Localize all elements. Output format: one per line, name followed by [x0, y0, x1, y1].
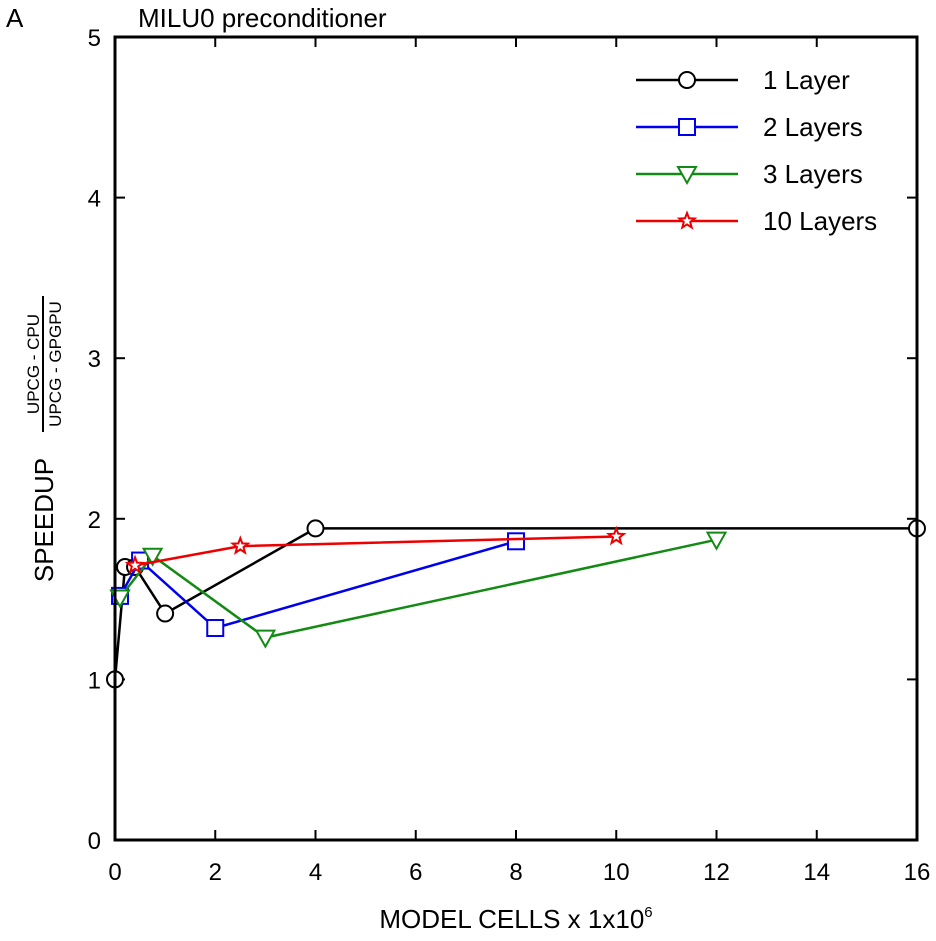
x-tick-label: 2	[209, 859, 222, 886]
x-axis-title-exponent: 6	[644, 904, 652, 921]
chart-title: MILU0 preconditioner	[138, 3, 387, 33]
x-tick-label: 12	[703, 859, 730, 886]
star-marker	[124, 554, 146, 575]
legend-label: 3 Layers	[763, 159, 863, 189]
x-tick-label: 6	[409, 859, 422, 886]
y-axis-title-denominator: UPCG - GPGPU	[46, 301, 65, 427]
legend-item: 2 Layers	[636, 112, 863, 142]
circle-marker	[306, 519, 325, 538]
x-axis-title-main: MODEL CELLS x 1x10	[379, 904, 644, 934]
legend-item: 10 Layers	[636, 206, 877, 236]
circle-marker	[156, 604, 175, 623]
x-tick-label: 10	[603, 859, 630, 886]
legend: 1 Layer 2 Layers 3 Layers 10 Layers	[636, 65, 877, 236]
panel-label: A	[6, 3, 24, 33]
x-tick-label: 4	[309, 859, 322, 886]
y-tick-label: 0	[88, 828, 101, 855]
x-axis-title: MODEL CELLS x 1x106	[379, 904, 652, 934]
legend-item: 1 Layer	[636, 65, 850, 95]
y-tick-label: 4	[88, 186, 101, 213]
y-tick-label: 2	[88, 507, 101, 534]
y-tick-label: 3	[88, 346, 101, 373]
y-tick-label: 5	[88, 25, 101, 52]
star-marker	[676, 210, 698, 230]
x-tick-label: 16	[904, 859, 931, 886]
legend-item: 3 Layers	[636, 159, 863, 189]
y-tick-labels: 0 1 2 3 4 5	[88, 25, 101, 855]
plot-frame	[113, 35, 919, 842]
legend-label: 2 Layers	[763, 112, 863, 142]
square-marker	[678, 118, 696, 136]
star-marker	[230, 535, 251, 555]
series-group	[106, 519, 926, 689]
tick-marks	[114, 36, 918, 841]
series-line	[134, 535, 617, 567]
series-line	[119, 538, 717, 639]
triangle-marker	[705, 531, 728, 551]
y-axis-title-numerator: UPCG - CPU	[24, 314, 43, 414]
triangle-marker	[254, 629, 277, 649]
series-line	[118, 540, 517, 630]
series-line	[113, 527, 917, 680]
series-2-layers	[111, 532, 525, 638]
x-tick-label: 8	[509, 859, 522, 886]
legend-label: 1 Layer	[763, 65, 850, 95]
square-marker	[206, 619, 225, 638]
x-tick-label: 0	[108, 859, 121, 886]
x-tick-label: 14	[803, 859, 830, 886]
x-tick-labels: 0 2 4 6 8 10 12 14 16	[108, 859, 930, 886]
y-tick-label: 1	[88, 667, 101, 694]
series-10-layers	[124, 525, 627, 575]
square-marker	[507, 532, 525, 551]
y-axis-title-main: SPEEDUP	[29, 458, 59, 582]
series-3-layers	[109, 531, 728, 649]
triangle-marker	[141, 547, 164, 567]
circle-marker	[678, 71, 696, 89]
legend-label: 10 Layers	[763, 206, 877, 236]
triangle-marker	[676, 166, 698, 186]
y-axis-title: SPEEDUP UPCG - CPU UPCG - GPGPU	[24, 296, 65, 582]
star-marker	[605, 525, 627, 546]
